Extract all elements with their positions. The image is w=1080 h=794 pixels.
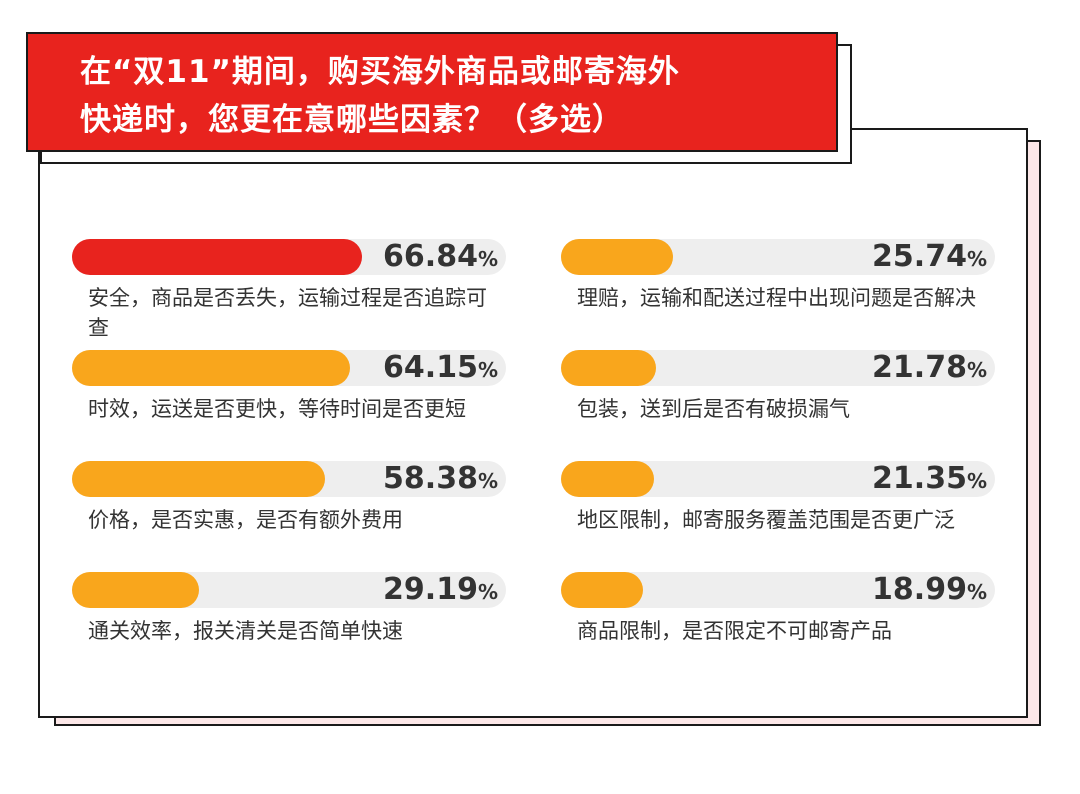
bar-category-label: 时效，运送是否更快，等待时间是否更短: [88, 397, 466, 421]
bar-category-label: 理赔，运输和配送过程中出现问题是否解决: [577, 286, 976, 310]
bar: [561, 572, 643, 608]
bar-value-unit: %: [477, 247, 498, 271]
bar-track: 66.84%: [72, 239, 506, 275]
bar-category-label: 安全，商品是否丢失，运输过程是否追踪可查: [88, 286, 487, 340]
bar: [72, 350, 350, 386]
bar-value-number: 21.35: [872, 461, 967, 496]
bar-track: 18.99%: [561, 572, 995, 608]
title-line-1: 在“双11”期间，购买海外商品或邮寄海外: [80, 54, 680, 90]
bar-value-number: 21.78: [872, 350, 967, 385]
bar-value-unit: %: [966, 247, 987, 271]
bar-value-number: 58.38: [383, 461, 478, 496]
chart-card: [38, 128, 1028, 718]
bar: [72, 239, 362, 275]
bar-value-label: 64.15%: [383, 349, 498, 387]
bar-category-label: 包装，送到后是否有破损漏气: [577, 397, 850, 421]
bar: [561, 239, 673, 275]
bar-value-number: 18.99: [872, 572, 967, 607]
bar-value-unit: %: [966, 358, 987, 382]
bar-value-number: 64.15: [383, 350, 478, 385]
bar-value-number: 25.74: [872, 239, 967, 274]
bar-value-label: 25.74%: [872, 238, 987, 276]
bar-track: 21.35%: [561, 461, 995, 497]
bar-value-unit: %: [966, 469, 987, 493]
bar: [561, 350, 656, 386]
bar-category-label: 通关效率，报关清关是否简单快速: [88, 619, 403, 643]
bar: [561, 461, 654, 497]
bar-track: 64.15%: [72, 350, 506, 386]
bar-value-number: 29.19: [383, 572, 478, 607]
bar: [72, 461, 325, 497]
bar-track: 58.38%: [72, 461, 506, 497]
bar-value-label: 21.78%: [872, 349, 987, 387]
bar-track: 25.74%: [561, 239, 995, 275]
bar-value-unit: %: [477, 469, 498, 493]
bar-track: 29.19%: [72, 572, 506, 608]
bar-value-unit: %: [966, 580, 987, 604]
bar-value-unit: %: [477, 358, 498, 382]
bar-track: 21.78%: [561, 350, 995, 386]
bar-category-label: 地区限制，邮寄服务覆盖范围是否更广泛: [577, 508, 955, 532]
bar-value-label: 18.99%: [872, 571, 987, 609]
title-banner: 在“双11”期间，购买海外商品或邮寄海外 快递时，您更在意哪些因素？（多选）: [26, 32, 838, 152]
title-line-2: 快递时，您更在意哪些因素？（多选）: [80, 102, 624, 138]
bar-value-label: 66.84%: [383, 238, 498, 276]
bar-value-label: 58.38%: [383, 460, 498, 498]
bar-value-number: 66.84: [383, 239, 478, 274]
bar-category-label: 价格，是否实惠，是否有额外费用: [88, 508, 403, 532]
bar: [72, 572, 199, 608]
bar-value-unit: %: [477, 580, 498, 604]
bar-value-label: 21.35%: [872, 460, 987, 498]
bar-category-label: 商品限制，是否限定不可邮寄产品: [577, 619, 892, 643]
bar-value-label: 29.19%: [383, 571, 498, 609]
